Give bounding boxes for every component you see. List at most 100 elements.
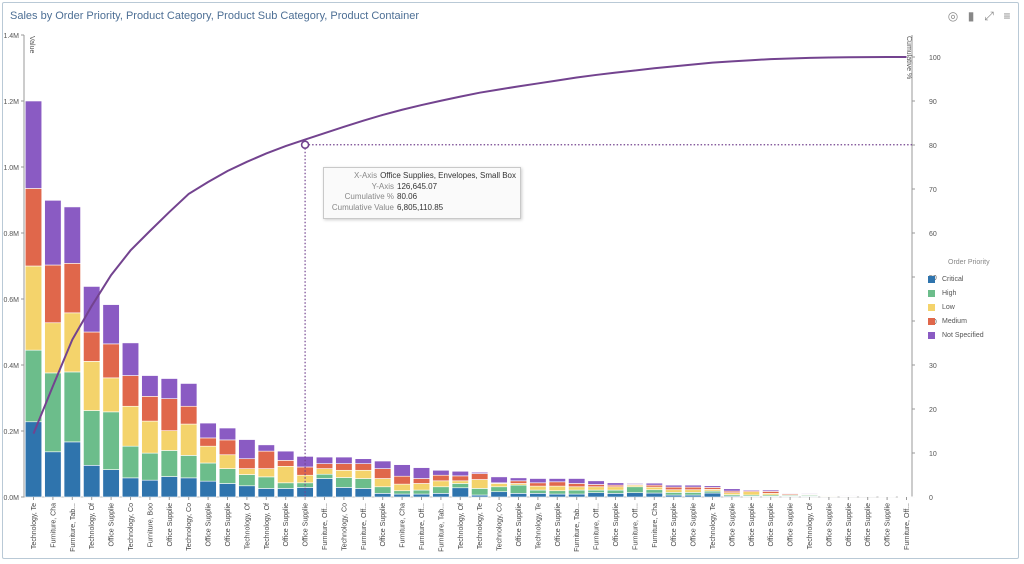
bar-segment-critical [180, 477, 198, 498]
tooltip-value: 6,805,110.85 [397, 202, 444, 212]
bar-segment-low [568, 486, 586, 491]
bar-segment-not-specified [277, 450, 295, 461]
bar-segment-not-specified [63, 206, 81, 264]
legend-swatch [928, 303, 935, 311]
x-tick-label: Technology, Co [341, 503, 348, 551]
bar-segment-not-specified [44, 200, 62, 266]
bar-segment-high [354, 478, 372, 489]
bar-segment-critical [412, 493, 431, 498]
tooltip-value: 126,645.07 [397, 181, 438, 191]
x-tick-label: Office Supplie [729, 503, 736, 547]
x-tick-label: Technology, Co [497, 503, 504, 551]
x-tick-label: Technology, Te [31, 503, 38, 549]
bar-segment-medium [63, 263, 81, 314]
bar-segment-medium [354, 463, 372, 471]
bar-segment-not-specified [354, 458, 372, 464]
x-tick-label: Furniture, Cha [400, 503, 407, 548]
bar-segment-low [684, 489, 702, 493]
bar-segment-high [24, 349, 43, 423]
bar-segment-not-specified [665, 484, 683, 488]
tooltip-key: Cumulative Value [331, 202, 394, 212]
bar-segment-critical [238, 485, 256, 498]
bar-segment-critical [44, 451, 62, 498]
bar-segment-medium [218, 439, 237, 456]
bar-segment-critical [257, 488, 275, 498]
bar-segment-low [665, 489, 683, 493]
x-tick-label: Office Supplie [555, 503, 562, 547]
bar-segment-not-specified [645, 482, 663, 486]
y-tick-label: 0.6M [3, 297, 19, 304]
bar-segment-not-specified [315, 456, 334, 464]
x-tick-label: Office Supplie [749, 503, 756, 547]
tooltip-key: Cumulative % [344, 192, 394, 201]
bar-segment-low [374, 478, 392, 488]
bar-segment-critical [606, 493, 625, 498]
bar-segment-medium [684, 486, 702, 491]
legend-item[interactable]: Low [928, 300, 990, 314]
bar-segment-high [645, 489, 663, 494]
legend-item[interactable]: Medium [928, 314, 990, 328]
x-tick-label: Office Supplie [691, 503, 698, 547]
tooltip-key: X-Axis [353, 171, 378, 180]
x-tick-label: Office Supplie [885, 503, 892, 547]
x-tick-label: Office Supplie [283, 503, 290, 547]
bar-segment-critical [703, 492, 722, 498]
bar-segment-not-specified [238, 439, 256, 460]
chart-title: Sales by Order Priority, Product Categor… [10, 10, 420, 22]
y-tick-label: 0.8M [3, 231, 19, 238]
y2-tick-label: 90 [929, 99, 937, 106]
bar-segment-medium [509, 480, 528, 484]
bar-segment-low [354, 469, 372, 479]
bar-segment-not-specified [703, 485, 722, 488]
legend-item[interactable]: Critical [928, 272, 990, 286]
x-tick-label: Furniture, Cha [50, 503, 57, 548]
bar-segment-medium [587, 484, 605, 488]
bar-segment-low [199, 445, 217, 464]
y-tick-label: 1.0M [3, 165, 19, 172]
x-tick-label: Technology, Of [264, 503, 271, 549]
bar-segment-medium [257, 450, 275, 469]
bar-segment-not-specified [121, 342, 140, 376]
legend-item[interactable]: Not Specified [928, 328, 990, 342]
target-icon[interactable]: ◎ [947, 9, 959, 23]
bar-segment-medium [393, 475, 411, 485]
bar-segment-not-specified [374, 460, 392, 469]
x-tick-label: Office Supplie [303, 503, 310, 547]
bar-segment-medium [568, 483, 586, 488]
bar-segment-low [102, 377, 120, 413]
x-tick-label: Technology, Te [535, 503, 542, 549]
bar-segment-low [44, 322, 62, 374]
bar-segment-not-specified [568, 478, 586, 484]
bar-segment-not-specified [412, 467, 431, 479]
menu-icon[interactable]: ≡ [1003, 9, 1011, 23]
y2-tick-label: 70 [929, 187, 937, 194]
bar-segment-low [24, 265, 43, 351]
bar-chart-icon[interactable]: ▮ [967, 9, 975, 23]
legend-item[interactable]: High [928, 286, 990, 300]
bar-segment-high [490, 486, 508, 493]
bar-segment-not-specified [335, 456, 353, 464]
bar-segment-medium [315, 463, 334, 469]
bar-segment-not-specified [606, 482, 625, 486]
expand-icon[interactable]: ⤢ [984, 9, 994, 23]
bar-segment-medium [471, 473, 489, 480]
bar-segment-not-specified [509, 477, 528, 482]
bar-segment-critical [141, 479, 159, 498]
y-tick-label: 1.4M [3, 33, 19, 40]
bar-segment-high [529, 489, 547, 494]
bar-segment-high [568, 489, 586, 495]
bar-segment-high [102, 411, 120, 470]
bar-segment-low [238, 468, 256, 475]
bar-segment-not-specified [24, 100, 43, 189]
bar-segment-medium [451, 475, 469, 482]
bar-segment-high [665, 492, 683, 496]
bar-segment-critical [218, 483, 237, 498]
bar-segment-low [490, 483, 508, 488]
bar-segment-high [199, 462, 217, 482]
bar-segment-critical [354, 488, 372, 498]
bar-segment-medium [121, 375, 140, 407]
bar-segment-high [218, 468, 237, 484]
bar-segment-low [315, 468, 334, 475]
bar-segment-medium [180, 405, 198, 425]
